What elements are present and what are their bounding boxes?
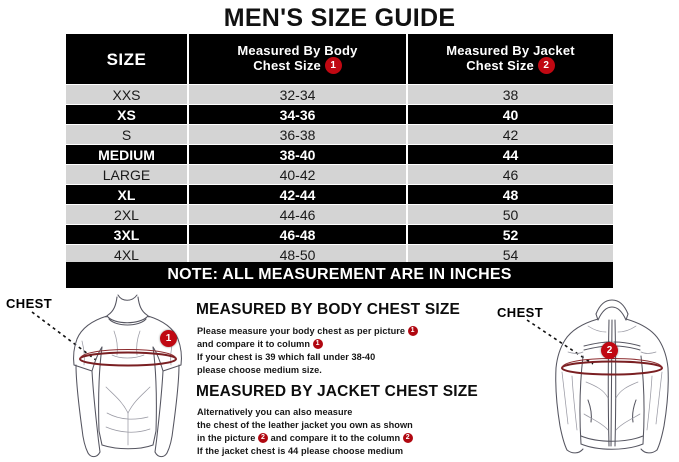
tshirt-badge-1-icon: 1 — [160, 330, 177, 347]
page-title: MEN'S SIZE GUIDE — [223, 4, 456, 32]
jacket-chest-cell: 48 — [406, 184, 613, 205]
body-chest-section-title: MEASURED BY BODY CHEST SIZE — [196, 301, 461, 318]
body-chest-cell: 40-42 — [187, 164, 408, 185]
column-header-body-chest: Measured By Body Chest Size 1 — [187, 34, 408, 85]
inline-badge-2-icon: 2 — [402, 432, 413, 443]
body-chest-cell: 34-36 — [187, 104, 408, 125]
body-chest-instructions: Please measure your body chest as per pi… — [197, 325, 418, 377]
jacket-instruction-line-3: in the picture 2 and compare it to the c… — [197, 432, 413, 445]
table-row: MEDIUM 38-40 44 — [66, 144, 613, 165]
body-chest-cell: 42-44 — [187, 184, 408, 205]
chest-label-right: CHEST — [497, 305, 544, 320]
inline-badge-1-icon: 1 — [312, 338, 323, 349]
body-chest-cell: 44-46 — [187, 204, 408, 225]
body-chest-cell: 36-38 — [187, 124, 408, 145]
size-cell: XS — [66, 104, 189, 125]
body-chest-cell: 38-40 — [187, 144, 408, 165]
jacket-line3-text-b: and compare it to the column — [270, 433, 401, 443]
jacket-illustration — [555, 299, 669, 454]
table-row: S 36-38 42 — [66, 124, 613, 145]
table-body: XXS 32-34 38 XS 34-36 40 S 36-38 42 MEDIUM 38-40 44… — [66, 84, 613, 265]
badge-1-icon: 1 — [324, 57, 342, 75]
body-header-line1: Measured By Body — [237, 42, 358, 58]
body-header-line2: Chest Size — [253, 57, 321, 73]
leader-line-left-icon — [31, 311, 97, 361]
column-header-jacket-chest: Measured By Jacket Chest Size 2 — [406, 34, 613, 85]
tshirt-illustration — [73, 294, 182, 458]
jacket-chest-instructions: Alternatively you can also measure the c… — [197, 406, 413, 458]
jacket-chest-cell: 42 — [406, 124, 613, 145]
size-cell: XL — [66, 184, 189, 205]
jacket-chest-cell: 40 — [406, 104, 613, 125]
size-cell: LARGE — [66, 164, 189, 185]
measurement-note: NOTE: ALL MEASUREMENT ARE IN INCHES — [66, 262, 613, 288]
table-row: 3XL 46-48 52 — [66, 224, 613, 245]
jacket-header-line1: Measured By Jacket — [446, 42, 575, 58]
body-chest-cell: 32-34 — [187, 84, 408, 105]
body-instruction-line-2: and compare it to column 1 — [197, 338, 418, 351]
size-guide-table: SIZE Measured By Body Chest Size 1 Measu… — [66, 34, 613, 265]
table-row: 4XL 48-50 54 — [66, 244, 613, 265]
jacket-chest-section-title: MEASURED BY JACKET CHEST SIZE — [196, 383, 478, 400]
inline-badge-1-icon: 1 — [407, 325, 418, 336]
jacket-chest-cell: 44 — [406, 144, 613, 165]
chest-label-left: CHEST — [6, 296, 53, 311]
size-cell: XXS — [66, 84, 189, 105]
body-line2-text: and compare it to column — [197, 339, 310, 349]
body-instruction-line-3: If your chest is 39 which fall under 38-… — [197, 352, 376, 362]
body-line1-text: Please measure your body chest as per pi… — [197, 326, 406, 336]
table-row: 2XL 44-46 50 — [66, 204, 613, 225]
jacket-instruction-line-1: Alternatively you can also measure — [197, 407, 353, 417]
body-instruction-line-4: please choose medium size. — [197, 365, 322, 375]
jacket-chest-cell: 38 — [406, 84, 613, 105]
table-row: XXS 32-34 38 — [66, 84, 613, 105]
jacket-instruction-line-4: If the jacket chest is 44 please choose … — [197, 446, 404, 456]
table-row: XL 42-44 48 — [66, 184, 613, 205]
jacket-line3-text-a: in the picture — [197, 433, 256, 443]
jacket-header-line2: Chest Size — [466, 57, 534, 73]
leader-line-right-icon — [526, 319, 594, 365]
size-cell: S — [66, 124, 189, 145]
jacket-chest-cell: 46 — [406, 164, 613, 185]
size-cell: 4XL — [66, 244, 189, 265]
table-header-row: SIZE Measured By Body Chest Size 1 Measu… — [66, 34, 613, 85]
jacket-chest-cell: 52 — [406, 224, 613, 245]
column-header-size: SIZE — [66, 34, 189, 85]
body-instruction-line-1: Please measure your body chest as per pi… — [197, 325, 418, 338]
jacket-chest-cell: 50 — [406, 204, 613, 225]
size-cell: 2XL — [66, 204, 189, 225]
size-cell: 3XL — [66, 224, 189, 245]
jacket-badge-2-icon: 2 — [601, 342, 618, 359]
jacket-chest-cell: 54 — [406, 244, 613, 265]
body-chest-cell: 46-48 — [187, 224, 408, 245]
size-cell: MEDIUM — [66, 144, 189, 165]
table-row: LARGE 40-42 46 — [66, 164, 613, 185]
inline-badge-2-icon: 2 — [258, 432, 268, 443]
table-row: XS 34-36 40 — [66, 104, 613, 125]
jacket-instruction-line-2: the chest of the leather jacket you own … — [197, 420, 413, 430]
badge-2-icon: 2 — [537, 57, 555, 75]
